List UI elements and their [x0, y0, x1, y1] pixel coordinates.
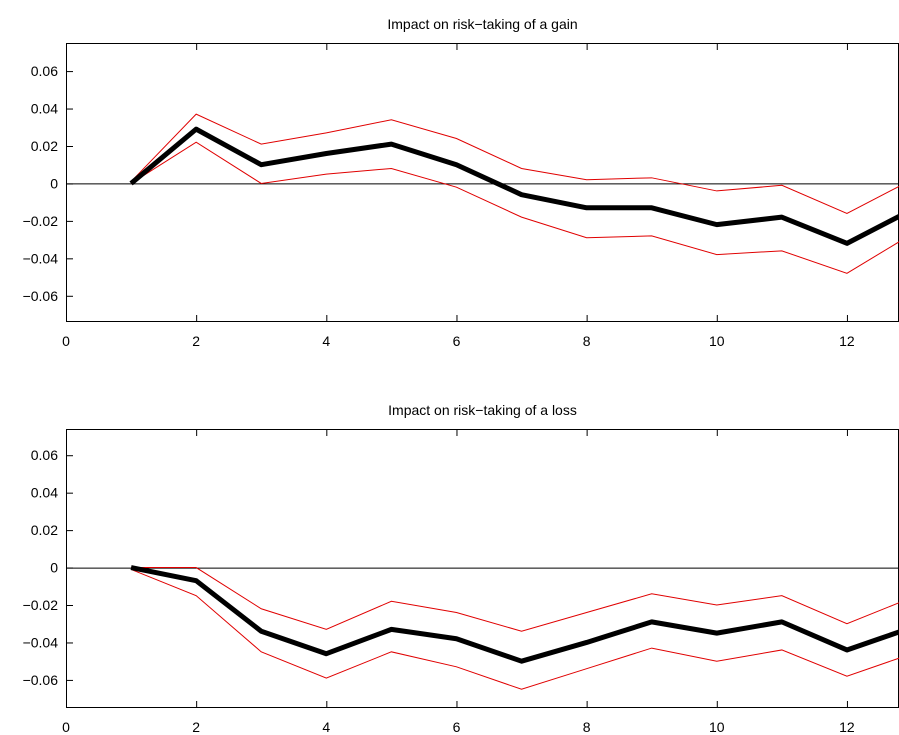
estimate-line — [130, 565, 899, 664]
y-tick-label: 0.06 — [31, 63, 58, 79]
upper-band-line — [130, 113, 899, 214]
y-tick-label: −0.02 — [23, 213, 59, 229]
panel-loss: Impact on risk−taking of a loss 0 2 4 6 8 10 12… — [23, 402, 899, 735]
upper-band-line — [131, 567, 899, 632]
y-tick-label: 0.06 — [31, 447, 58, 463]
x-tick-label: 6 — [453, 719, 461, 735]
x-tick-label: 0 — [62, 333, 70, 349]
y-tick-label: 0.02 — [31, 138, 58, 154]
y-tick-label: 0.04 — [31, 101, 58, 117]
y-tick-label: −0.02 — [23, 597, 59, 613]
lower-band-line — [130, 141, 899, 274]
y-tick-label: 0.04 — [31, 485, 58, 501]
x-tick-label: 4 — [322, 333, 330, 349]
y-tick-label: 0 — [50, 560, 58, 576]
chart-title: Impact on risk−taking of a loss — [388, 402, 577, 418]
chart-title: Impact on risk−taking of a gain — [387, 16, 577, 32]
x-tick-label: 12 — [839, 719, 855, 735]
y-tick-label: −0.04 — [23, 250, 59, 266]
x-tick-label: 12 — [839, 333, 855, 349]
plot-area — [130, 565, 899, 690]
x-tick-label: 8 — [583, 719, 591, 735]
plot-area — [129, 113, 899, 274]
x-tick-label: 4 — [322, 719, 330, 735]
y-tick-label: 0.02 — [31, 522, 58, 538]
x-tick-label: 6 — [453, 333, 461, 349]
estimate-line — [129, 126, 899, 246]
panel-gain: Impact on risk−taking of a gain 0 2 4 6 8 10 12… — [23, 16, 899, 349]
axes-box — [66, 43, 899, 322]
y-tick-label: −0.04 — [23, 634, 59, 650]
lower-band-line — [130, 568, 899, 690]
y-tick-label: −0.06 — [23, 672, 59, 688]
x-tick-label: 0 — [62, 719, 70, 735]
y-tick-label: 0 — [50, 175, 58, 191]
x-tick-label: 2 — [192, 719, 200, 735]
x-tick-label: 10 — [709, 719, 725, 735]
x-tick-label: 2 — [192, 333, 200, 349]
x-tick-label: 8 — [583, 333, 591, 349]
y-tick-label: −0.06 — [23, 288, 59, 304]
x-tick-label: 10 — [709, 333, 725, 349]
